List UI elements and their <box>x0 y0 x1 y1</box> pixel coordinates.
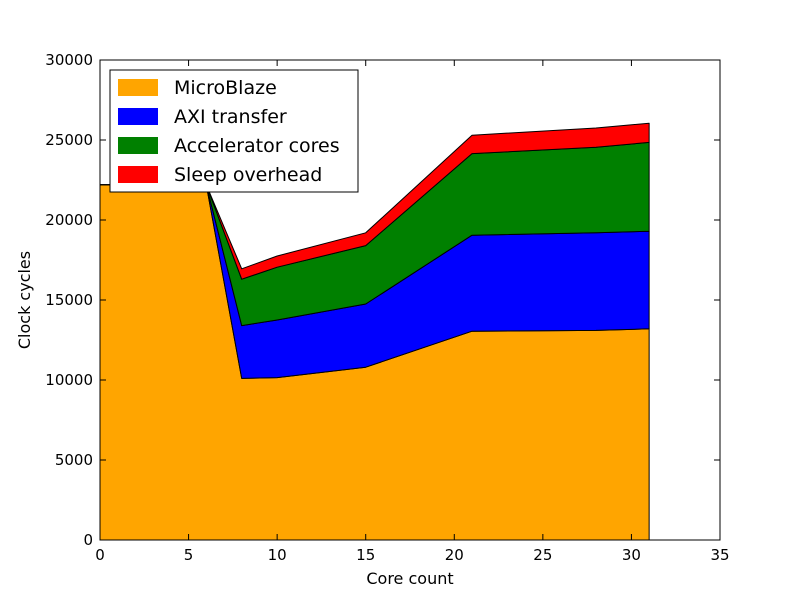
x-tick-label: 10 <box>268 546 287 564</box>
legend-swatch <box>118 166 158 183</box>
x-tick-label: 0 <box>95 546 105 564</box>
legend-label: Accelerator cores <box>174 135 340 157</box>
legend-swatch <box>118 108 158 125</box>
x-tick-label: 20 <box>445 546 464 564</box>
legend-label: Sleep overhead <box>174 164 322 186</box>
legend-swatch <box>118 79 158 96</box>
y-tick-label: 0 <box>83 531 93 549</box>
y-axis-label: Clock cycles <box>15 251 34 349</box>
x-tick-label: 25 <box>533 546 552 564</box>
y-tick-label: 20000 <box>45 211 93 229</box>
y-tick-label: 5000 <box>55 451 93 469</box>
legend-label: AXI transfer <box>174 106 287 128</box>
x-axis-ticks: 0 5 10 15 20 25 30 35 <box>95 60 730 564</box>
y-tick-label: 10000 <box>45 371 93 389</box>
area-series-sleep-overhead <box>99 122 650 280</box>
x-tick-label: 35 <box>710 546 729 564</box>
y-axis-ticks: 0 5000 10000 15000 20000 25000 30000 <box>45 51 720 549</box>
plot-frame <box>99 59 721 541</box>
y-tick-label: 30000 <box>45 51 93 69</box>
x-tick-label: 5 <box>184 546 194 564</box>
x-tick-label: 15 <box>356 546 375 564</box>
y-tick-label: 25000 <box>45 131 93 149</box>
y-tick-label: 15000 <box>45 291 93 309</box>
x-tick-label: 30 <box>622 546 641 564</box>
legend: MicroBlaze AXI transfer Accelerator cores S… <box>109 69 359 193</box>
x-axis-label: Core count <box>366 569 453 588</box>
legend-label: MicroBlaze <box>174 77 277 99</box>
legend-swatch <box>118 137 158 154</box>
